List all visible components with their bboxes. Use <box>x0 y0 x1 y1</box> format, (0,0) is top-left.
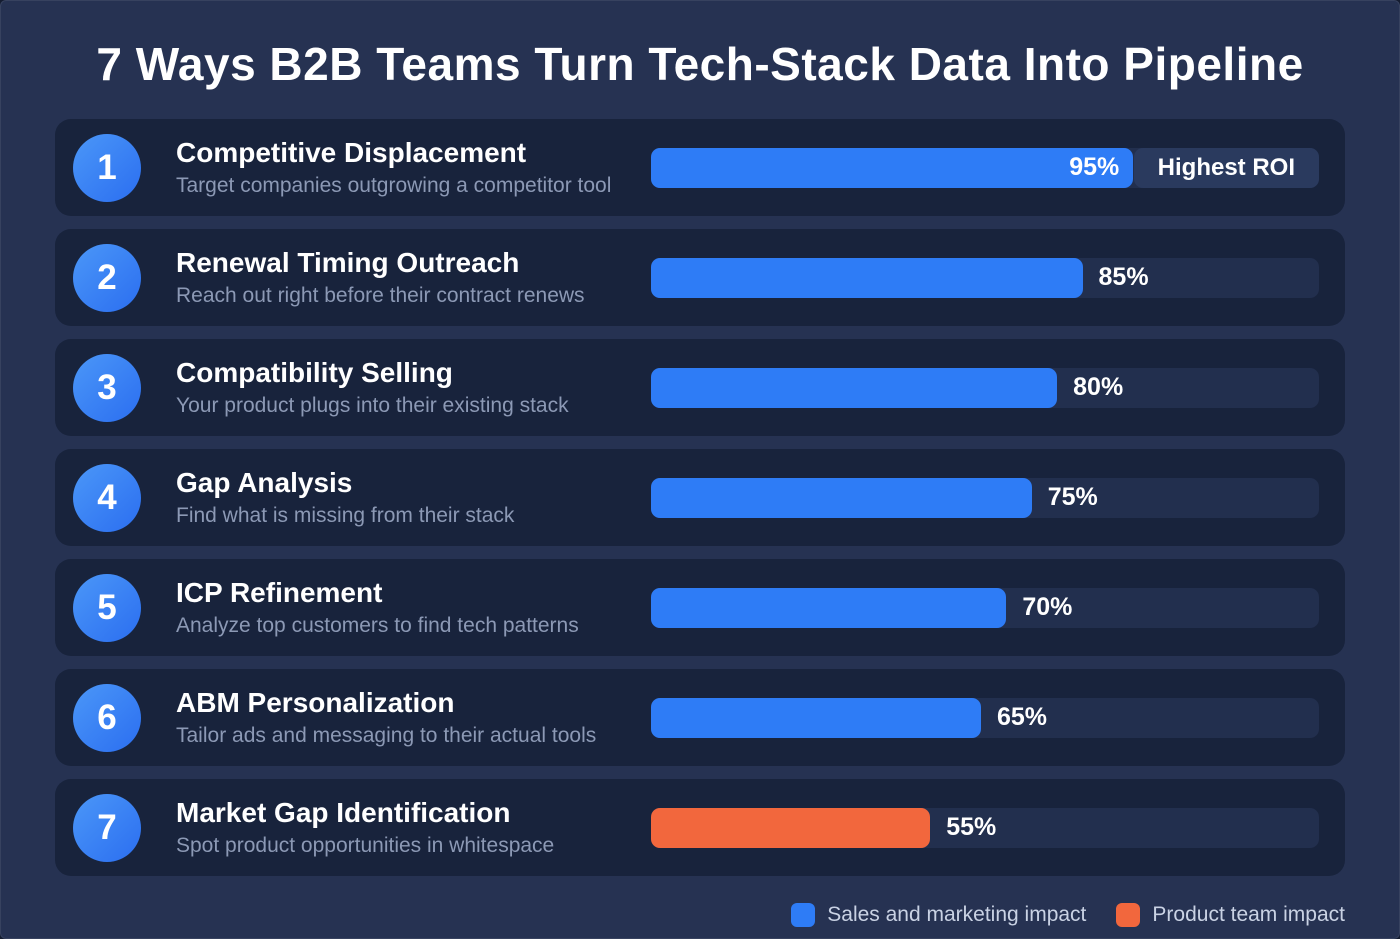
method-subtitle: Spot product opportunities in whitespace <box>176 834 555 857</box>
method-row-3: 3 Compatibility Selling Your product plu… <box>55 339 1345 436</box>
bar-area-7: 55% <box>651 807 1319 848</box>
method-text-6: ABM Personalization Tailor ads and messa… <box>176 687 651 748</box>
bar-track-1: 95% Highest ROI <box>651 147 1319 188</box>
legend-label-sales: Sales and marketing impact <box>827 903 1087 926</box>
rank-number: 3 <box>97 367 117 407</box>
value-label-7: 55% <box>946 813 997 841</box>
value-label-1: 95% <box>1069 153 1120 181</box>
legend: Sales and marketing impact Product team … <box>791 903 1345 927</box>
method-row-6: 6 ABM Personalization Tailor ads and mes… <box>55 669 1345 766</box>
method-title: Competitive Displacement <box>176 136 527 168</box>
legend-swatch-sales <box>791 903 816 927</box>
value-label-5: 70% <box>1022 593 1073 621</box>
bar-track-5: 70% <box>651 587 1319 628</box>
method-text-2: Renewal Timing Outreach Reach out right … <box>176 247 651 308</box>
rank-badge-3: 3 <box>73 353 141 422</box>
rank-number: 1 <box>97 147 117 187</box>
value-label-4: 75% <box>1047 483 1098 511</box>
bar-area-2: 85% <box>651 257 1319 298</box>
method-text-5: ICP Refinement Analyze top customers to … <box>176 577 651 638</box>
method-row-4: 4 Gap Analysis Find what is missing from… <box>55 449 1345 546</box>
rank-badge-1: 1 <box>73 133 141 202</box>
method-title: Compatibility Selling <box>176 356 453 388</box>
method-row-2: 2 Renewal Timing Outreach Reach out righ… <box>55 229 1345 326</box>
legend-label-product: Product team impact <box>1152 903 1345 926</box>
bar-fill-6 <box>651 697 981 738</box>
method-subtitle: Your product plugs into their existing s… <box>176 394 569 417</box>
rank-number: 5 <box>97 587 117 627</box>
rank-number: 6 <box>97 697 117 737</box>
method-title: ICP Refinement <box>176 576 383 608</box>
highest-roi-label: Highest ROI <box>1157 153 1295 181</box>
bar-fill-1: 95% <box>651 147 1134 188</box>
method-text-7: Market Gap Identification Spot product o… <box>176 797 651 858</box>
method-title: Gap Analysis <box>176 466 353 498</box>
legend-item-sales: Sales and marketing impact <box>791 903 1086 927</box>
rank-badge-5: 5 <box>73 573 141 642</box>
method-row-1: 1 Competitive Displacement Target compan… <box>55 119 1345 216</box>
method-rows: 1 Competitive Displacement Target compan… <box>1 119 1399 876</box>
bar-area-4: 75% <box>651 477 1319 518</box>
method-row-7: 7 Market Gap Identification Spot product… <box>55 779 1345 876</box>
method-subtitle: Target companies outgrowing a competitor… <box>176 174 612 197</box>
page-title: 7 Ways B2B Teams Turn Tech-Stack Data In… <box>96 38 1304 90</box>
bar-track-2: 85% <box>651 257 1319 298</box>
rank-badge-2: 2 <box>73 243 141 312</box>
rank-number: 7 <box>97 807 117 847</box>
bar-area-5: 70% <box>651 587 1319 628</box>
method-title: Renewal Timing Outreach <box>176 246 520 278</box>
method-subtitle: Reach out right before their contract re… <box>176 284 585 307</box>
bar-fill-7 <box>651 807 931 848</box>
method-text-3: Compatibility Selling Your product plugs… <box>176 357 651 418</box>
method-text-1: Competitive Displacement Target companie… <box>176 137 651 198</box>
bar-fill-4 <box>651 477 1032 518</box>
rank-badge-7: 7 <box>73 793 141 862</box>
method-subtitle: Tailor ads and messaging to their actual… <box>176 724 597 747</box>
value-label-2: 85% <box>1098 263 1149 291</box>
bar-area-1: 95% Highest ROI <box>651 147 1319 188</box>
bar-track-4: 75% <box>651 477 1319 518</box>
method-subtitle: Find what is missing from their stack <box>176 504 515 527</box>
method-title: ABM Personalization <box>176 686 455 718</box>
bar-area-3: 80% <box>651 367 1319 408</box>
rank-badge-6: 6 <box>73 683 141 752</box>
legend-item-product: Product team impact <box>1116 903 1345 927</box>
rank-badge-4: 4 <box>73 463 141 532</box>
rank-number: 4 <box>97 477 117 517</box>
method-row-5: 5 ICP Refinement Analyze top customers t… <box>55 559 1345 656</box>
highest-roi-badge: Highest ROI <box>1133 147 1319 188</box>
bar-area-6: 65% <box>651 697 1319 738</box>
method-subtitle: Analyze top customers to find tech patte… <box>176 614 579 637</box>
bar-fill-3 <box>651 367 1058 408</box>
rank-number: 2 <box>97 257 117 297</box>
bar-track-7: 55% <box>651 807 1319 848</box>
value-label-3: 80% <box>1073 373 1124 401</box>
legend-swatch-product <box>1116 903 1141 927</box>
bar-fill-2 <box>651 257 1083 298</box>
bar-track-6: 65% <box>651 697 1319 738</box>
method-text-4: Gap Analysis Find what is missing from t… <box>176 467 651 528</box>
method-title: Market Gap Identification <box>176 796 511 828</box>
bar-track-3: 80% <box>651 367 1319 408</box>
value-label-6: 65% <box>996 703 1048 731</box>
bar-fill-5 <box>651 587 1007 628</box>
